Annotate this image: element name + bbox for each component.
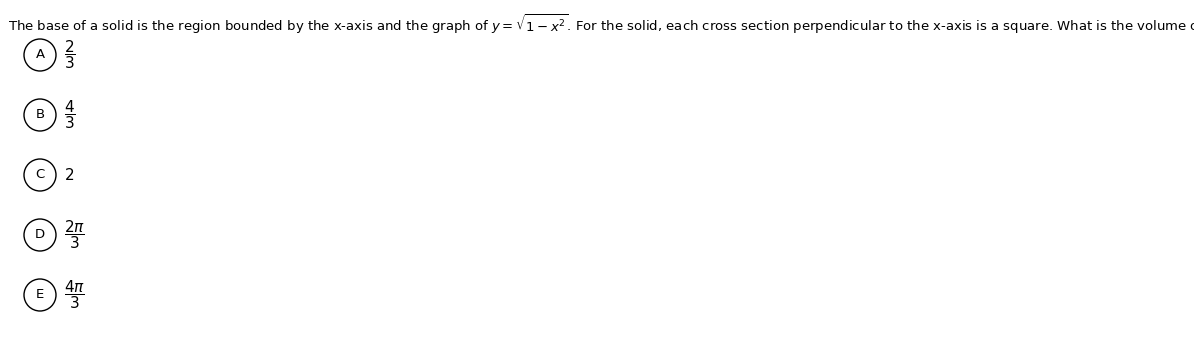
Text: $2$: $2$: [64, 167, 74, 183]
Text: E: E: [36, 289, 44, 301]
Text: $\dfrac{2}{3}$: $\dfrac{2}{3}$: [64, 39, 75, 71]
Text: $\dfrac{4}{3}$: $\dfrac{4}{3}$: [64, 99, 75, 131]
Text: $\dfrac{4\pi}{3}$: $\dfrac{4\pi}{3}$: [64, 279, 85, 311]
Text: C: C: [36, 169, 44, 181]
Text: $\dfrac{2\pi}{3}$: $\dfrac{2\pi}{3}$: [64, 219, 85, 251]
Text: D: D: [35, 229, 45, 241]
Text: A: A: [36, 49, 44, 61]
Text: The base of a solid is the region bounded by the x-axis and the graph of $y = \s: The base of a solid is the region bounde…: [8, 12, 1194, 36]
Text: B: B: [36, 109, 44, 121]
